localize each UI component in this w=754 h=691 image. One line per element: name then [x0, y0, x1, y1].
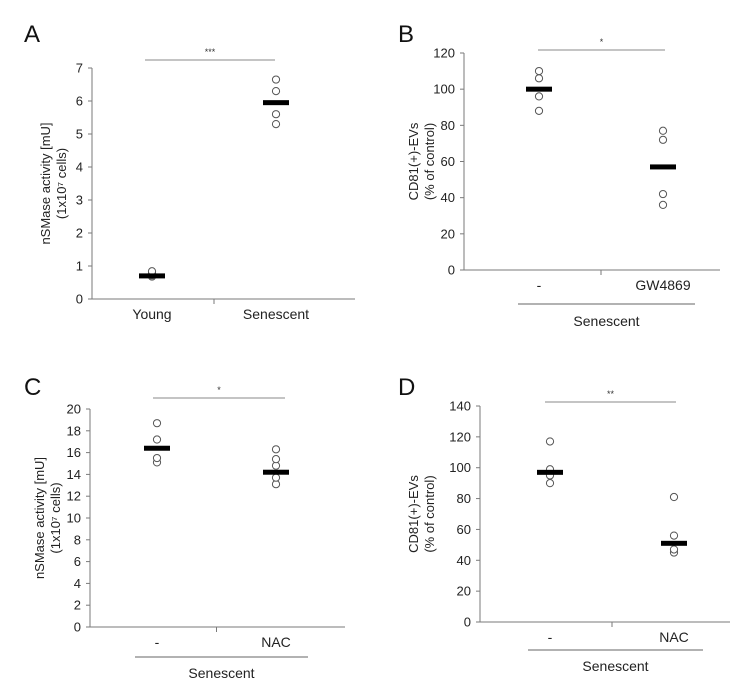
data-point	[545, 479, 555, 488]
data-point	[545, 437, 555, 446]
data-point	[658, 135, 668, 144]
data-point	[534, 106, 544, 115]
y-axis-label-line2: (1x10⁷ cells)	[54, 148, 69, 219]
y-tick-label: 4	[74, 576, 81, 591]
significance-stars: ***	[205, 47, 216, 57]
data-point	[669, 492, 679, 502]
mean-bar	[144, 445, 170, 451]
y-tick-label: 6	[74, 554, 81, 569]
y-axis-label-line2: (% of control)	[422, 475, 437, 552]
y-axis-label-line2: (% of control)	[422, 123, 437, 200]
y-tick-label: 60	[457, 522, 471, 537]
mean-bar	[661, 540, 687, 546]
category-label: Young	[132, 306, 171, 322]
data-point	[534, 74, 544, 83]
mean-bar	[526, 86, 552, 92]
data-point	[271, 87, 281, 96]
y-tick-label: 140	[449, 399, 471, 414]
y-axis-label-line1: nSMase activity [mU]	[38, 122, 53, 244]
y-tick-label: 0	[76, 292, 83, 307]
significance-stars: *	[217, 385, 221, 395]
y-tick-label: 12	[67, 489, 81, 504]
data-point	[658, 126, 668, 135]
data-point	[271, 120, 281, 129]
y-tick-label: 4	[76, 160, 83, 175]
mean-bar	[537, 469, 563, 475]
panel-d: D 0 20 40 60 80 100 120 140 CD81(+)-EVs (% of cont…	[398, 374, 730, 674]
y-axis-label-line1: CD81(+)-EVs	[406, 122, 421, 200]
data-point	[534, 92, 544, 101]
panel-letter: A	[24, 21, 40, 48]
y-tick-label: 2	[74, 598, 81, 613]
category-label: GW4869	[635, 277, 690, 293]
data-point	[534, 66, 544, 76]
mean-bar	[650, 164, 676, 170]
significance-stars: **	[607, 389, 615, 399]
data-point	[271, 473, 281, 482]
mean-bar	[263, 100, 289, 106]
data-point	[152, 435, 162, 444]
y-tick-label: 14	[67, 467, 81, 482]
data-point	[271, 75, 281, 84]
y-tick-label: 3	[76, 193, 83, 208]
panel-letter: B	[398, 21, 414, 48]
data-point	[669, 531, 679, 540]
category-label: -	[548, 629, 553, 645]
y-tick-label: 100	[433, 82, 455, 97]
group-label: Senescent	[573, 313, 639, 329]
data-point	[152, 453, 162, 463]
y-tick-label: 20	[441, 226, 455, 241]
y-tick-label: 0	[464, 615, 471, 630]
data-point	[658, 200, 668, 209]
panel-letter: C	[24, 374, 41, 401]
y-tick-label: 0	[74, 620, 81, 635]
category-label: Senescent	[243, 306, 309, 322]
y-tick-label: 20	[67, 402, 81, 417]
data-point	[271, 110, 281, 119]
panel-letter: D	[398, 374, 415, 401]
data-point	[271, 455, 281, 464]
mean-bar	[263, 469, 289, 475]
category-label: NAC	[261, 634, 291, 650]
data-point	[271, 445, 281, 454]
y-tick-label: 18	[67, 423, 81, 438]
category-label: -	[537, 277, 542, 293]
data-point	[669, 545, 679, 554]
y-axis-label-line1: nSMase activity [mU]	[32, 457, 47, 579]
panel-b: B 0 20 40 60 80 100 120 CD81(+)-EVs (% of control…	[398, 21, 720, 329]
y-tick-label: 6	[76, 94, 83, 109]
data-point	[658, 189, 668, 199]
y-tick-label: 80	[457, 491, 471, 506]
y-tick-label: 10	[67, 511, 81, 526]
group-label: Senescent	[188, 665, 254, 681]
y-tick-label: 100	[449, 460, 471, 475]
y-tick-label: 120	[449, 429, 471, 444]
category-label: -	[155, 634, 160, 650]
y-axis-label-line1: CD81(+)-EVs	[406, 475, 421, 553]
data-point	[152, 419, 162, 428]
y-axis-label-line2: (1x10⁷ cells)	[48, 482, 63, 553]
y-tick-label: 2	[76, 226, 83, 241]
panel-a: A 0 1 2 3 4 5 6 7 nSMase activity [mU] (1x10⁷ cell…	[24, 21, 355, 322]
y-tick-label: 20	[457, 584, 471, 599]
significance-stars: *	[600, 37, 604, 47]
y-tick-label: 8	[74, 532, 81, 547]
mean-bar	[139, 273, 165, 279]
group-label: Senescent	[582, 658, 648, 674]
category-label: NAC	[659, 629, 689, 645]
y-tick-label: 60	[441, 154, 455, 169]
y-tick-label: 120	[433, 46, 455, 61]
y-tick-label: 80	[441, 118, 455, 133]
y-tick-label: 0	[448, 263, 455, 278]
y-tick-label: 5	[76, 127, 83, 142]
y-tick-label: 40	[457, 553, 471, 568]
y-tick-label: 1	[76, 259, 83, 274]
y-tick-label: 40	[441, 190, 455, 205]
y-tick-label: 7	[76, 61, 83, 76]
panel-c: C 0 2 4 6 8 10 12 14 16 18 20 nSMase activity [mU] (1…	[24, 374, 345, 681]
y-tick-label: 16	[67, 445, 81, 460]
